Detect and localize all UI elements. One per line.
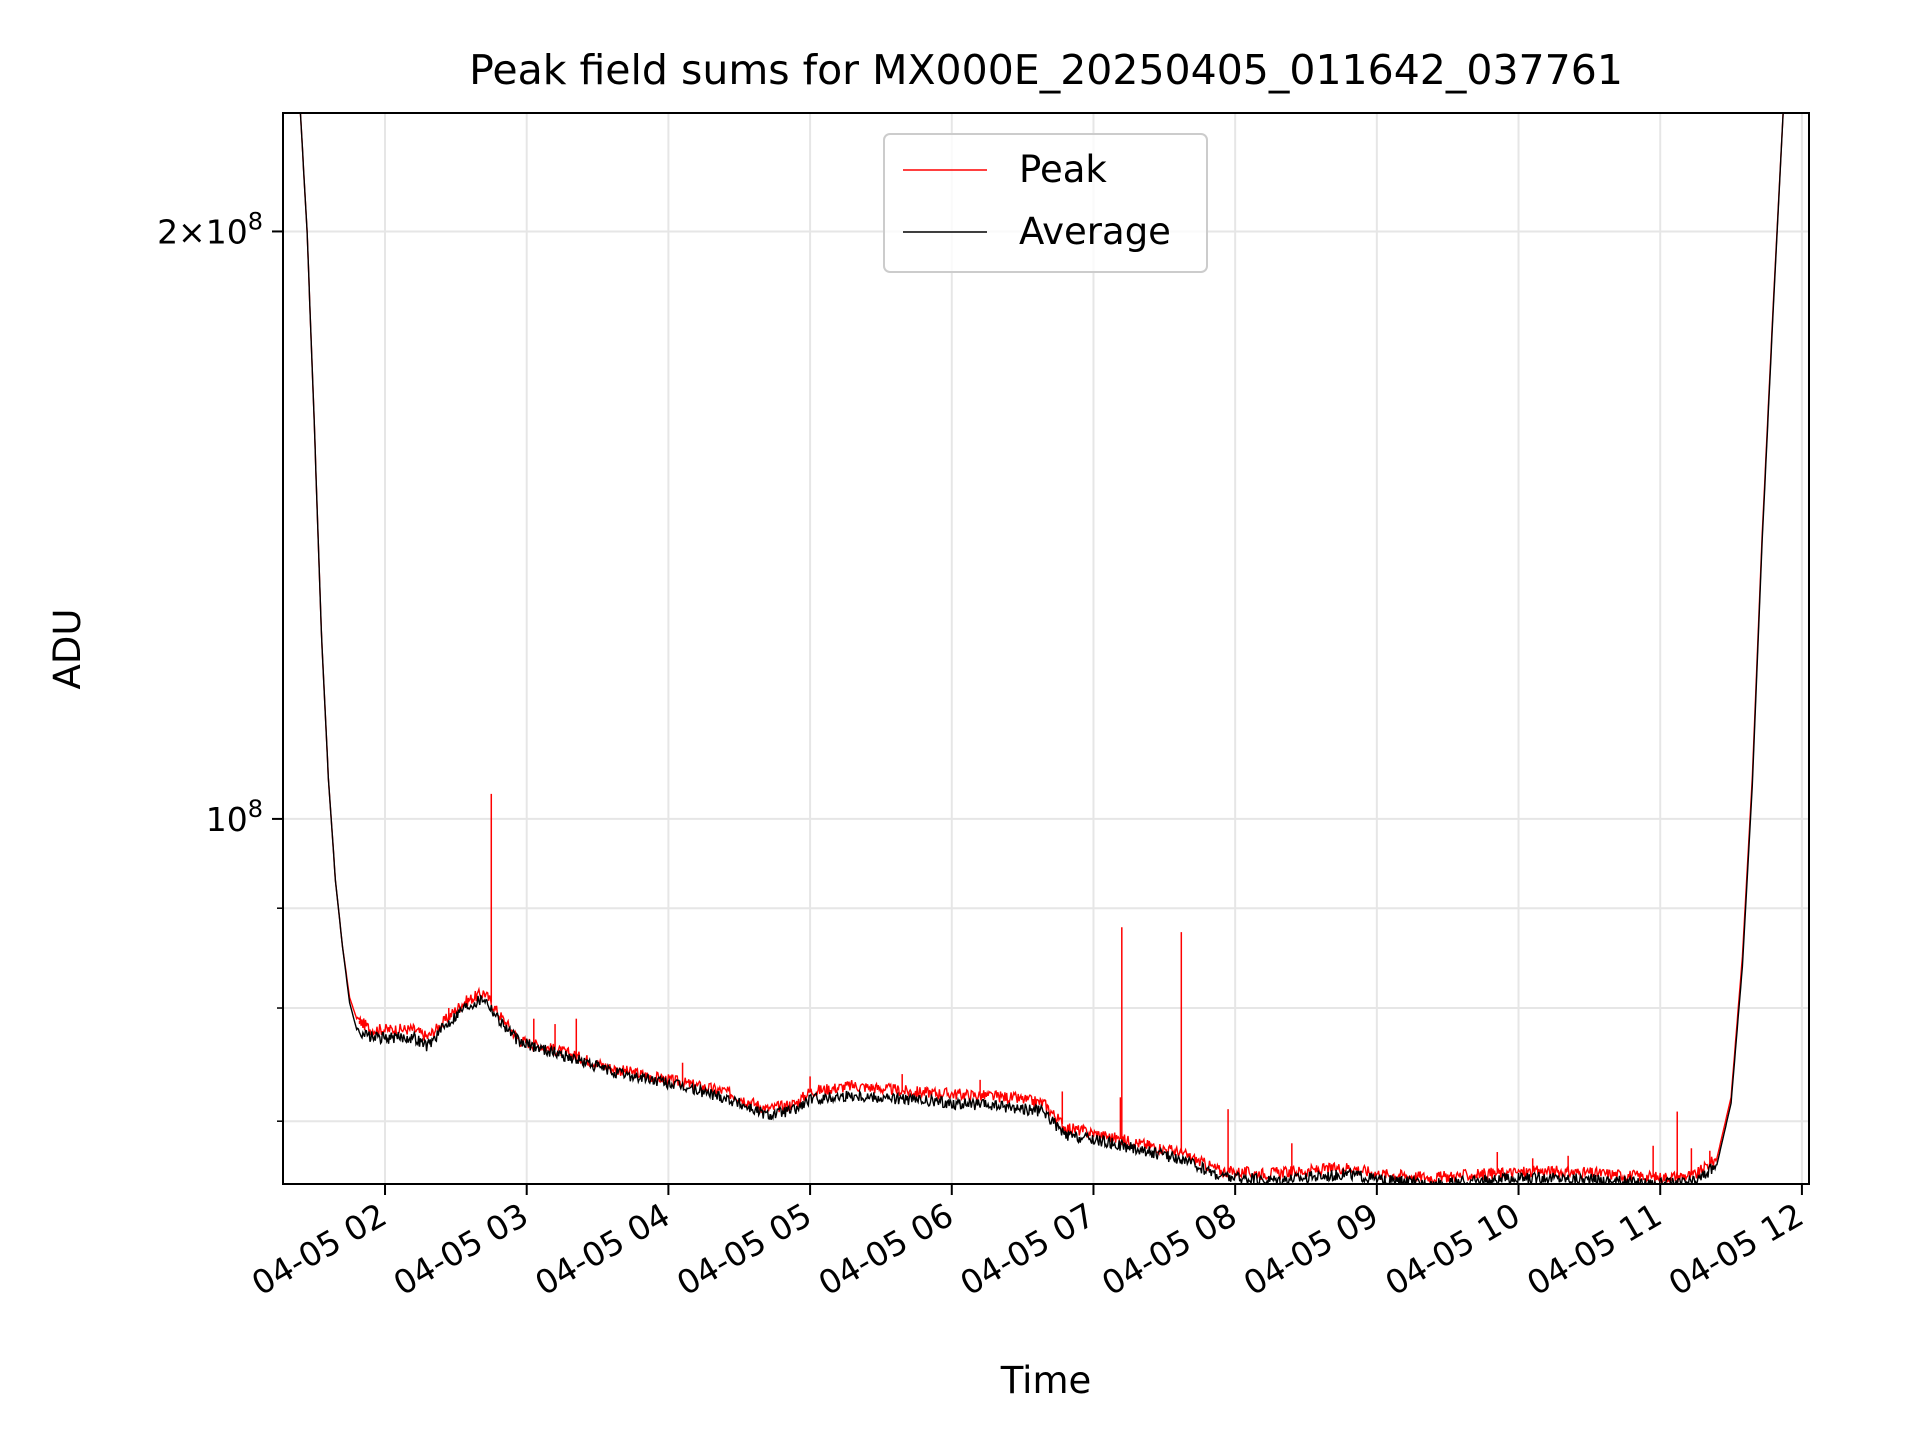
chart-title: Peak field sums for MX000E_20250405_0116… [469,46,1623,94]
legend-label-peak: Peak [1019,148,1107,191]
x-tick-label: 04-05 05 [670,1195,818,1303]
x-tick-label: 04-05 06 [812,1195,960,1303]
spikes-peak [358,793,1711,1178]
legend-label-average: Average [1019,210,1171,253]
x-tick-label: 04-05 07 [953,1195,1101,1303]
y-tick-label: 108 [206,795,263,839]
x-tick-label: 04-05 11 [1520,1195,1668,1303]
x-tick-label: 04-05 03 [387,1195,535,1303]
y-tick-label: 2×108 [157,207,263,251]
x-tick-label: 04-05 02 [245,1195,393,1303]
series-line-peak [299,113,1784,1184]
x-tick-label: 04-05 09 [1237,1195,1385,1303]
x-tick-label: 04-05 08 [1095,1195,1243,1303]
legend-box [883,133,1208,273]
x-tick-label: 04-05 10 [1379,1195,1527,1303]
grid [283,113,1809,1184]
plot-frame [282,112,1810,1185]
series-line-average [299,113,1784,1184]
x-axis-label: Time [1000,1359,1092,1402]
y-axis-label: ADU [46,609,89,690]
x-tick-label: 04-05 12 [1662,1195,1810,1303]
legend: Peak Average [883,133,1208,273]
plot-area [299,113,1784,1184]
y-axis: 108 2×108 [157,207,283,1122]
x-tick-label: 04-05 04 [528,1195,676,1303]
